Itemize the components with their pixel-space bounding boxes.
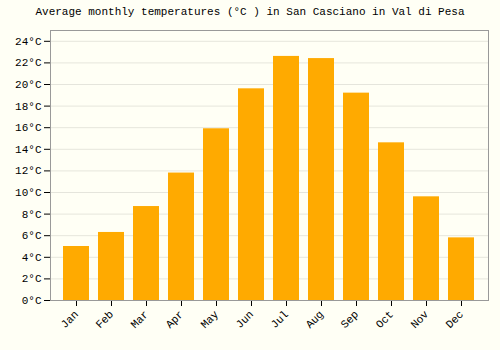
svg-text:Apr: Apr [164,308,186,330]
svg-text:Feb: Feb [94,308,116,330]
svg-text:Aug: Aug [304,308,326,330]
svg-text:Dec: Dec [444,308,466,330]
svg-text:Jun: Jun [234,308,256,330]
svg-text:Jul: Jul [269,308,291,330]
svg-text:18°C: 18°C [15,101,42,113]
svg-text:Jan: Jan [59,308,81,330]
svg-text:Oct: Oct [374,308,396,330]
svg-text:May: May [199,308,222,331]
svg-text:2°C: 2°C [22,273,42,285]
svg-text:Nov: Nov [409,308,432,331]
html-text:Average monthly temperatures (: Average monthly temperatures (°C ) in Sa… [35,6,465,18]
svg-text:6°C: 6°C [22,230,42,242]
svg-text:Mar: Mar [129,308,151,330]
svg-text:24°C: 24°C [15,36,42,48]
svg-text:0°C: 0°C [22,295,42,307]
svg-text:16°C: 16°C [15,122,42,134]
svg-text:8°C: 8°C [22,209,42,221]
svg-text:4°C: 4°C [22,252,42,264]
svg-text:Sep: Sep [339,308,361,330]
svg-text:20°C: 20°C [15,79,42,91]
svg-text:22°C: 22°C [15,57,42,69]
svg-text:10°C: 10°C [15,187,42,199]
svg-text:12°C: 12°C [15,165,42,177]
svg-text:14°C: 14°C [15,144,42,156]
